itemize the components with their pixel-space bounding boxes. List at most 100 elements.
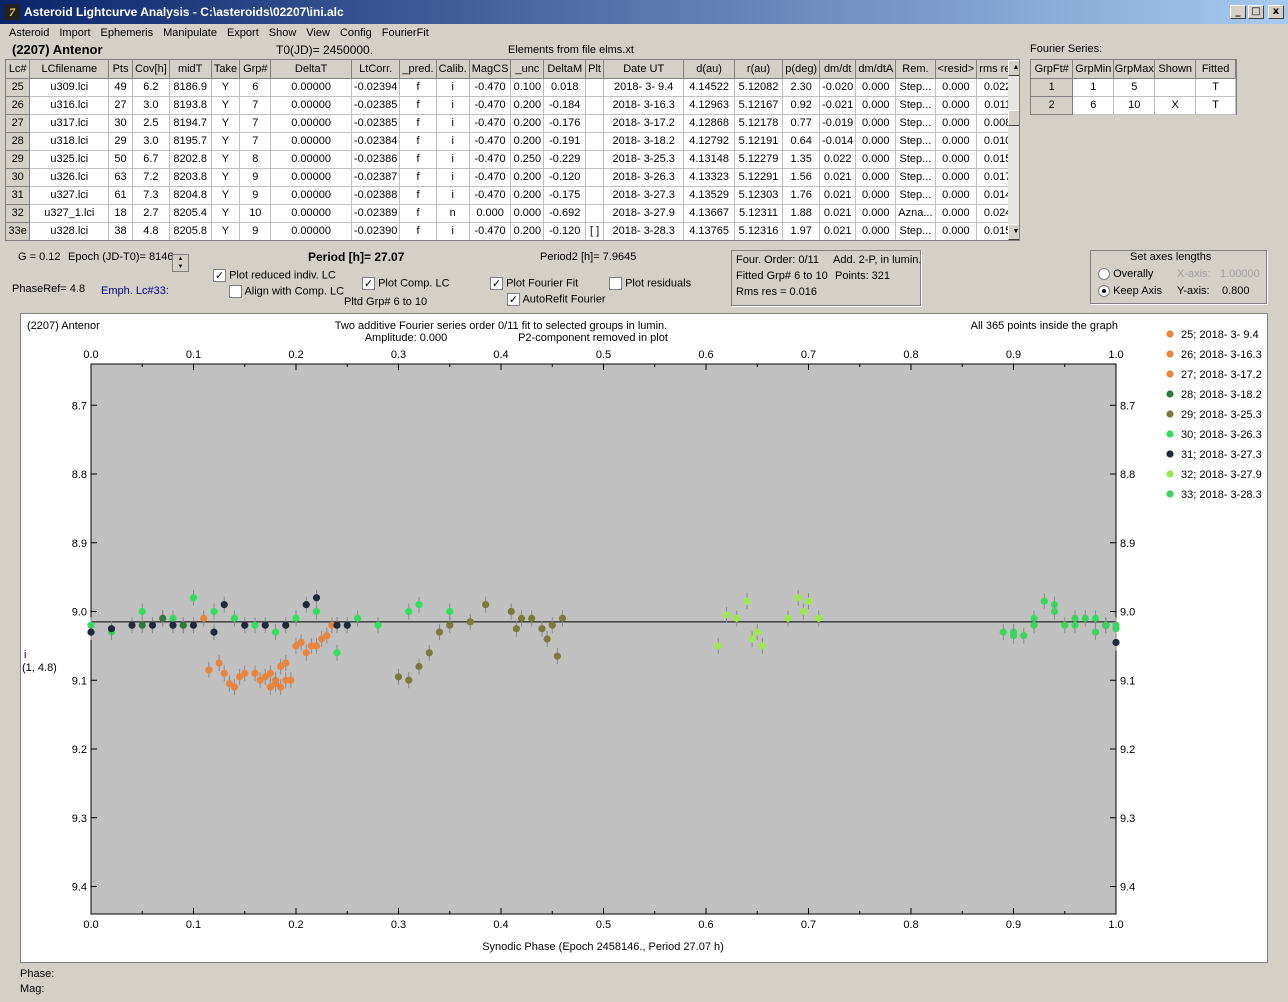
table-cell[interactable]: i (436, 150, 470, 169)
table-cell[interactable]: 0.000 (935, 204, 978, 223)
table-cell[interactable]: 4.13323 (683, 168, 735, 187)
table-cell[interactable]: u318.lci (29, 132, 110, 151)
table-cell[interactable]: 2018- 3-25.3 (603, 150, 685, 169)
table-cell[interactable]: 0.021 (819, 204, 857, 223)
column-header[interactable]: Grp# (239, 60, 272, 79)
table-cell[interactable]: 2.5 (132, 114, 170, 133)
column-header[interactable]: MagCS (469, 60, 512, 79)
table-cell[interactable] (585, 96, 604, 115)
table-cell[interactable]: 8193.8 (169, 96, 212, 115)
table-cell[interactable]: Y (211, 78, 241, 97)
table-cell[interactable]: 2018- 3-18.2 (603, 132, 685, 151)
fourier-series-table[interactable]: GrpFt# GrpMin GrpMax Shown Fitted 1 1 5 T 2 6 10 X T (1030, 59, 1237, 115)
table-cell[interactable]: 0.000 (935, 222, 978, 240)
fourier-column-header[interactable]: Shown (1154, 60, 1197, 79)
keep-axis-radio[interactable]: Keep Axis (1098, 285, 1162, 298)
column-header[interactable]: d(au) (683, 60, 735, 79)
table-cell[interactable]: -0.02394 (351, 78, 401, 97)
table-cell[interactable]: Y (211, 222, 241, 240)
table-cell[interactable]: 0.000 (935, 78, 978, 97)
table-cell[interactable]: 10 (239, 204, 272, 223)
table-cell[interactable]: Y (211, 204, 241, 223)
table-row[interactable]: 28 u318.lci 29 3.0 8195.7 Y 7 0.00000 -0.02384 f i… (6, 132, 1019, 151)
table-cell[interactable]: 0.00000 (270, 168, 352, 187)
menu-asteroid[interactable]: Asteroid (9, 27, 50, 39)
table-cell[interactable]: 0.00000 (270, 150, 352, 169)
table-cell[interactable]: 0.200 (510, 168, 545, 187)
table-cell[interactable]: -0.470 (469, 132, 512, 151)
column-header[interactable]: _pred. (399, 60, 437, 79)
table-cell[interactable]: 25 (6, 78, 31, 97)
table-cell[interactable]: f (399, 222, 437, 240)
table-cell[interactable]: 5.12303 (734, 186, 784, 205)
table-cell[interactable]: -0.120 (543, 222, 587, 240)
table-cell[interactable]: i (436, 114, 470, 133)
table-cell[interactable]: 4.12963 (683, 96, 735, 115)
autorefit-checkbox[interactable]: ✓ AutoRefit Fourier (507, 293, 606, 306)
table-cell[interactable]: 4.14522 (683, 78, 735, 97)
table-cell[interactable]: -0.02385 (351, 114, 401, 133)
fourier-cell[interactable]: T (1195, 78, 1236, 97)
table-cell[interactable]: 0.00000 (270, 96, 352, 115)
table-cell[interactable]: i (436, 96, 470, 115)
table-cell[interactable]: u325.lci (29, 150, 110, 169)
table-cell[interactable]: i (436, 132, 470, 151)
fourier-column-header[interactable]: Fitted (1195, 60, 1236, 79)
table-cell[interactable]: 0.00000 (270, 78, 352, 97)
column-header[interactable]: DeltaT (270, 60, 352, 79)
table-cell[interactable]: -0.02390 (351, 222, 401, 240)
column-header[interactable]: p(deg) (782, 60, 821, 79)
column-header[interactable]: dm/dtA (855, 60, 897, 79)
table-cell[interactable]: -0.120 (543, 168, 587, 187)
table-cell[interactable]: 0.000 (855, 204, 897, 223)
table-cell[interactable]: 8205.4 (169, 204, 212, 223)
fourier-cell[interactable]: 1 (1072, 78, 1115, 97)
table-cell[interactable]: 0.92 (782, 96, 821, 115)
table-cell[interactable]: 2018- 3-26.3 (603, 168, 685, 187)
table-cell[interactable]: 0.000 (935, 114, 978, 133)
plot-fourier-checkbox[interactable]: ✓ Plot Fourier Fit (490, 277, 578, 290)
table-cell[interactable]: 0.200 (510, 132, 545, 151)
fourier-cell[interactable]: T (1195, 96, 1236, 115)
table-cell[interactable]: 33e (6, 222, 31, 240)
table-cell[interactable]: 5.12311 (734, 204, 784, 223)
table-cell[interactable]: 1.76 (782, 186, 821, 205)
table-cell[interactable]: f (399, 150, 437, 169)
table-cell[interactable]: Step... (895, 132, 936, 151)
table-cell[interactable]: 49 (108, 78, 133, 97)
table-cell[interactable]: 0.000 (935, 150, 978, 169)
scroll-down-icon[interactable]: ▼ (1008, 224, 1019, 240)
table-cell[interactable] (585, 150, 604, 169)
table-cell[interactable]: 5.12279 (734, 150, 784, 169)
table-cell[interactable]: 8203.8 (169, 168, 212, 187)
table-cell[interactable]: Y (211, 132, 241, 151)
table-cell[interactable]: 0.000 (469, 204, 512, 223)
table-cell[interactable] (585, 78, 604, 97)
table-cell[interactable]: -0.176 (543, 114, 587, 133)
table-cell[interactable]: 61 (108, 186, 133, 205)
table-cell[interactable]: 0.00000 (270, 114, 352, 133)
table-cell[interactable]: 5.12291 (734, 168, 784, 187)
menu-export[interactable]: Export (226, 27, 259, 39)
table-cell[interactable]: 8186.9 (169, 78, 212, 97)
table-cell[interactable]: 6.2 (132, 78, 170, 97)
table-cell[interactable]: -0.02385 (351, 96, 401, 115)
table-cell[interactable]: Step... (895, 78, 936, 97)
table-cell[interactable]: i (436, 222, 470, 240)
table-cell[interactable]: 7 (239, 114, 272, 133)
table-cell[interactable]: -0.02386 (351, 150, 401, 169)
table-cell[interactable]: u326.lci (29, 168, 110, 187)
plot-comp-checkbox[interactable]: ✓ Plot Comp. LC (362, 277, 450, 290)
table-cell[interactable]: 3.0 (132, 96, 170, 115)
table-cell[interactable]: 7.2 (132, 168, 170, 187)
column-header[interactable]: r(au) (734, 60, 784, 79)
table-cell[interactable]: -0.692 (543, 204, 587, 223)
table-cell[interactable]: 2018- 3- 9.4 (603, 78, 685, 97)
menu-view[interactable]: View (306, 27, 330, 39)
fourier-cell[interactable]: 10 (1113, 96, 1156, 115)
table-cell[interactable]: 0.200 (510, 186, 545, 205)
table-cell[interactable]: 0.00000 (270, 204, 352, 223)
table-cell[interactable]: 0.000 (855, 132, 897, 151)
table-cell[interactable]: 4.8 (132, 222, 170, 240)
table-cell[interactable]: Y (211, 96, 241, 115)
